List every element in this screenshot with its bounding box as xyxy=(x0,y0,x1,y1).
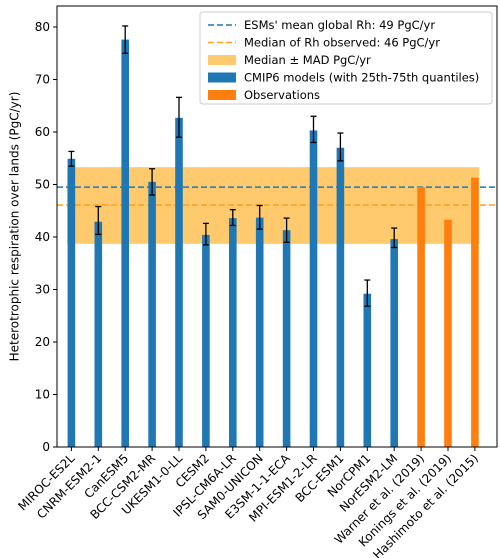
legend-label: Observations xyxy=(244,88,320,102)
legend-label: Median of Rh observed: 46 PgC/yr xyxy=(244,36,440,50)
y-tick-label: 10 xyxy=(35,388,50,402)
error-bar xyxy=(391,227,398,249)
model-bar xyxy=(175,117,183,447)
legend-observations: Observations xyxy=(208,88,320,102)
y-axis: 0 10 20 30 40 50 60 70 80 xyxy=(35,20,57,454)
error-bar xyxy=(256,204,263,230)
legend-swatch xyxy=(208,72,236,83)
error-bars-layer xyxy=(68,25,398,307)
model-bar xyxy=(67,158,76,447)
y-tick-label: 0 xyxy=(42,440,50,454)
observation-bar xyxy=(471,177,479,448)
y-axis-label: Heterotrophic respiration over lands (Pg… xyxy=(8,92,22,362)
model-bar xyxy=(121,39,129,447)
error-bar xyxy=(283,217,290,243)
bars-layer xyxy=(67,39,479,448)
model-bar xyxy=(309,130,318,448)
legend-obs-median: Median of Rh observed: 46 PgC/yr xyxy=(208,36,440,50)
y-tick-label: 40 xyxy=(35,230,50,244)
model-bar xyxy=(255,217,264,447)
legend-label: ESMs' mean global Rh: 49 PgC/yr xyxy=(244,18,435,32)
model-bar xyxy=(363,293,372,447)
error-bar xyxy=(310,115,317,144)
legend-cmip6: CMIP6 models (with 25th-75th quantiles) xyxy=(208,71,479,85)
error-bar xyxy=(68,150,75,167)
legend-swatch xyxy=(208,90,236,100)
legend-label: CMIP6 models (with 25th-75th quantiles) xyxy=(244,71,479,85)
error-bar xyxy=(337,132,344,162)
y-tick-label: 60 xyxy=(35,125,50,139)
error-bar xyxy=(202,222,209,246)
y-tick-label: 50 xyxy=(35,178,50,192)
legend-label: Median ± MAD PgC/yr xyxy=(244,53,371,67)
model-bar xyxy=(148,181,156,447)
legend: ESMs' mean global Rh: 49 PgC/yr Median of… xyxy=(199,11,493,105)
error-bar xyxy=(176,96,182,138)
model-bar xyxy=(282,230,291,447)
model-bar xyxy=(94,221,103,447)
error-bar xyxy=(122,25,129,54)
model-bar xyxy=(390,239,398,447)
legend-box xyxy=(199,11,493,105)
model-bar xyxy=(202,234,210,447)
legend-swatch xyxy=(208,55,236,65)
y-tick-label: 30 xyxy=(35,283,50,297)
reference-lines-layer xyxy=(57,186,497,206)
error-bar xyxy=(149,168,156,196)
error-bar xyxy=(95,205,102,236)
x-axis: MIROC-ES2LCNRM-ESM2-1CanESM5BCC-CSM2-MRU… xyxy=(15,447,481,558)
plot-frame xyxy=(56,5,498,448)
y-tick-label: 70 xyxy=(35,73,50,87)
observation-bar xyxy=(417,187,425,447)
observation-bar xyxy=(444,219,452,447)
error-bar xyxy=(229,209,236,227)
legend-esm-mean: ESMs' mean global Rh: 49 PgC/yr xyxy=(208,18,435,32)
model-bar xyxy=(229,218,237,447)
model-bar xyxy=(336,147,345,447)
legend-band: Median ± MAD PgC/yr xyxy=(208,53,371,67)
y-tick-label: 80 xyxy=(35,20,50,34)
y-tick-label: 20 xyxy=(35,335,50,349)
error-bar xyxy=(364,279,371,307)
